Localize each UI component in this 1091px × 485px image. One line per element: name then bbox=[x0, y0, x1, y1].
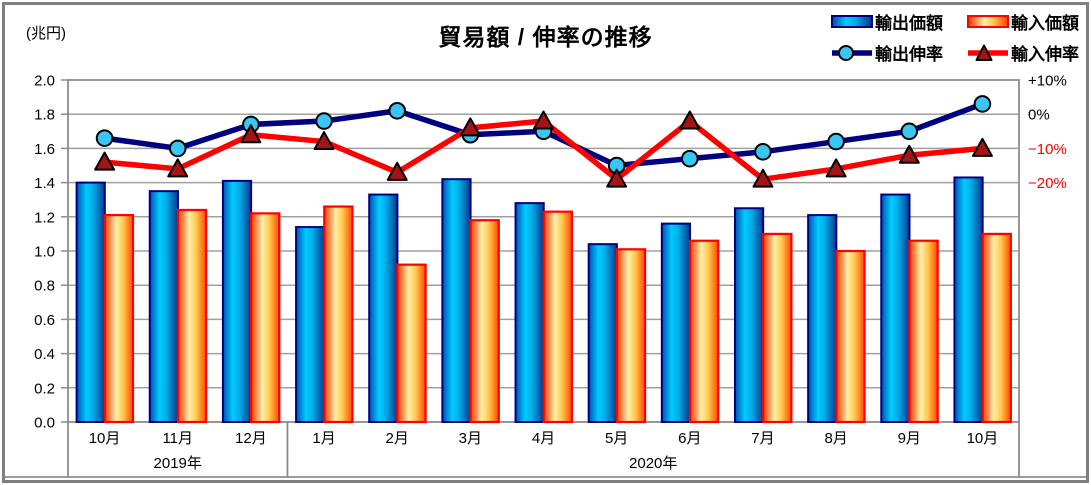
export-value-bar bbox=[807, 214, 838, 423]
export-value-bar bbox=[660, 222, 692, 423]
import-value-bar bbox=[908, 239, 939, 424]
x-axis-month-label: 8月 bbox=[824, 430, 847, 447]
import-growth-marker-triangle bbox=[313, 131, 335, 151]
x-axis-month-label: 5月 bbox=[605, 430, 628, 447]
y-axis-label: 1.8 bbox=[34, 107, 55, 124]
import-value-bar bbox=[981, 232, 1012, 424]
export-value-bar bbox=[733, 207, 765, 423]
right-axis-label: −10% bbox=[1028, 141, 1067, 158]
x-axis-month-label: 1月 bbox=[312, 430, 335, 447]
legend-item-export-growth: 輸出伸率 bbox=[831, 40, 943, 65]
x-axis-year-label: 2020年 bbox=[629, 455, 677, 472]
x-axis-month-label: 7月 bbox=[751, 430, 774, 447]
y-axis-label: 0.0 bbox=[34, 415, 55, 432]
legend-label-import-value: 輸入価額 bbox=[1011, 14, 1079, 33]
export-value-swatch-icon bbox=[831, 15, 873, 28]
y-axis-label: 0.6 bbox=[34, 312, 55, 329]
y-axis-label: 2.0 bbox=[34, 73, 55, 90]
legend-item-import-growth: 輸入伸率 bbox=[967, 40, 1079, 65]
x-axis-year-label: 2019年 bbox=[154, 455, 202, 472]
export-growth-marker-circle bbox=[315, 112, 333, 130]
export-value-bar bbox=[75, 181, 106, 423]
right-axis-label: +10% bbox=[1028, 73, 1067, 90]
import-value-bar bbox=[835, 249, 866, 424]
export-value-bar bbox=[953, 176, 984, 423]
import-value-bar bbox=[103, 213, 135, 424]
import-value-bar bbox=[250, 212, 281, 424]
export-value-bar bbox=[148, 190, 179, 423]
import-growth-marker-triangle bbox=[94, 151, 116, 171]
import-growth-marker-triangle bbox=[825, 158, 847, 178]
import-growth-marker-triangle bbox=[898, 144, 920, 164]
y-axis-label: 1.2 bbox=[34, 209, 55, 226]
import-value-bar bbox=[615, 248, 647, 424]
export-value-bar bbox=[295, 226, 326, 423]
x-axis-month-label: 10月 bbox=[89, 430, 121, 447]
import-growth-marker-triangle bbox=[606, 168, 628, 188]
import-value-bar bbox=[176, 208, 208, 424]
x-axis-month-label: 12月 bbox=[235, 430, 267, 447]
import-value-bar bbox=[762, 232, 793, 424]
export-value-bar bbox=[221, 179, 253, 423]
x-axis-month-label: 11月 bbox=[162, 430, 193, 447]
export-growth-marker-circle bbox=[827, 132, 845, 151]
legend-label-export-value: 輸出価額 bbox=[875, 14, 943, 33]
y-axis-label: 0.2 bbox=[34, 380, 55, 397]
export-value-bar bbox=[441, 178, 472, 423]
import-value-bar bbox=[323, 205, 354, 424]
chart-title: 貿易額 / 伸率の推移 bbox=[438, 24, 653, 50]
export-value-bar bbox=[514, 202, 545, 423]
y-axis-label: 1.4 bbox=[34, 175, 55, 192]
import-growth-marker-triangle bbox=[679, 110, 701, 130]
export-value-bar bbox=[368, 193, 399, 423]
x-axis-month-label: 4月 bbox=[532, 430, 555, 447]
y-axis-label: 1.0 bbox=[34, 244, 55, 261]
x-axis-month-label: 6月 bbox=[678, 430, 701, 447]
import-growth-marker-triangle bbox=[167, 158, 189, 178]
export-growth-line-circle-icon bbox=[832, 44, 872, 61]
export-growth-marker-circle bbox=[973, 95, 992, 113]
right-axis-label: 0% bbox=[1028, 107, 1050, 124]
x-axis-month-label: 2月 bbox=[386, 430, 409, 447]
import-growth-marker-triangle bbox=[459, 117, 481, 137]
import-value-bar bbox=[688, 239, 720, 424]
export-growth-marker-circle bbox=[681, 149, 699, 168]
chart-legend: 輸出価額 輸入価額 輸出伸率 輸入伸率 bbox=[831, 9, 1079, 65]
legend-item-export-value: 輸出価額 bbox=[831, 9, 943, 34]
import-growth-marker-triangle bbox=[971, 137, 993, 157]
export-value-bar bbox=[880, 193, 911, 423]
import-growth-line-triangle-icon bbox=[968, 44, 1008, 61]
import-growth-marker-triangle bbox=[386, 161, 408, 181]
import-value-bar bbox=[396, 263, 427, 424]
export-growth-marker-circle bbox=[754, 143, 772, 161]
x-axis-month-label: 9月 bbox=[898, 430, 921, 447]
y-axis-label: 0.4 bbox=[34, 346, 55, 363]
legend-label-import-growth: 輸入伸率 bbox=[1011, 45, 1079, 64]
left-axis-unit-label: (兆円) bbox=[26, 25, 66, 42]
legend-label-export-growth: 輸出伸率 bbox=[875, 45, 943, 64]
legend-item-import-value: 輸入価額 bbox=[967, 9, 1079, 34]
x-axis-month-label: 3月 bbox=[459, 430, 482, 447]
import-growth-marker-triangle bbox=[533, 110, 554, 130]
y-axis-label: 0.8 bbox=[34, 278, 55, 295]
import-value-bar bbox=[542, 210, 574, 424]
export-growth-marker-circle bbox=[388, 101, 406, 120]
export-growth-marker-circle bbox=[168, 139, 187, 158]
import-value-bar bbox=[469, 219, 500, 424]
export-growth-marker-circle bbox=[900, 122, 919, 141]
right-axis-label: −20% bbox=[1028, 175, 1067, 192]
import-growth-marker-triangle bbox=[240, 124, 262, 144]
export-value-bar bbox=[587, 243, 618, 423]
export-growth-marker-circle bbox=[95, 129, 114, 147]
import-growth-marker-triangle bbox=[752, 168, 774, 188]
x-axis-month-label: 10月 bbox=[967, 430, 999, 447]
import-value-swatch-icon bbox=[967, 15, 1009, 28]
y-axis-label: 1.6 bbox=[34, 141, 55, 158]
